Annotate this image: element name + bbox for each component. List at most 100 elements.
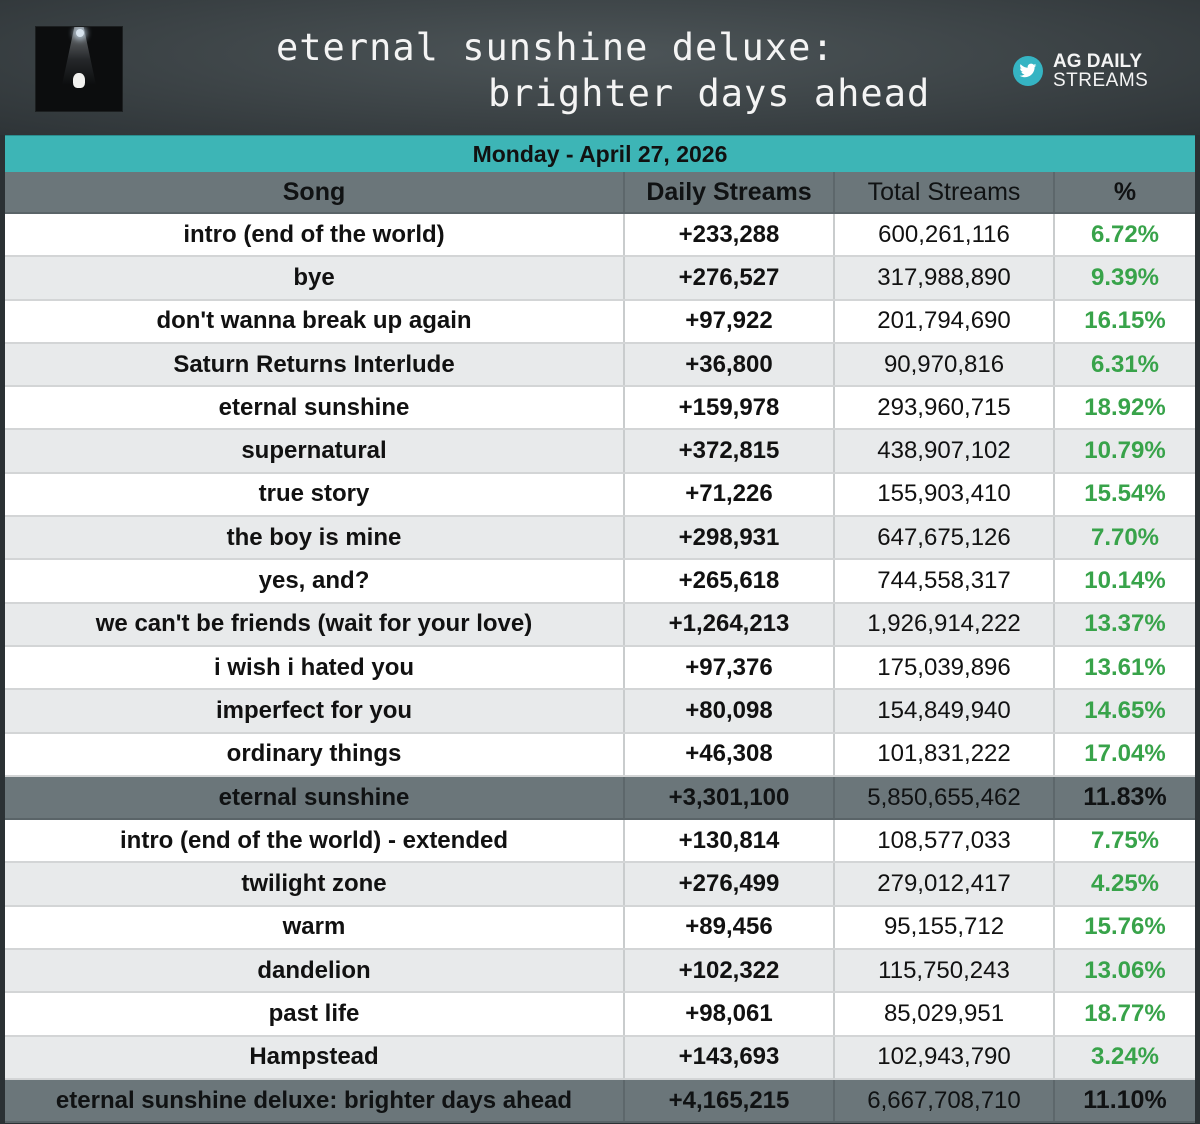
percent-cell: 9.39%: [1053, 257, 1195, 299]
song-cell: twilight zone: [241, 870, 387, 898]
date-bar: Monday - April 27, 2026: [5, 135, 1195, 172]
album-subtotal-row: eternal sunshine +3,301,100 5,850,655,46…: [5, 776, 1195, 821]
daily-streams-cell: +98,061: [623, 993, 833, 1035]
brand-line-1: AG DAILY: [1053, 51, 1143, 72]
total-streams-cell: 101,831,222: [833, 733, 1053, 775]
subtotal-percent: 11.83%: [1053, 776, 1195, 819]
streams-table: Song Daily Streams Total Streams % intro…: [5, 172, 1195, 1124]
daily-streams-cell: +97,922: [623, 300, 833, 342]
percent-cell: 4.25%: [1053, 863, 1195, 905]
figure-silhouette: [73, 73, 85, 88]
percent-cell: 18.92%: [1053, 387, 1195, 429]
total-streams-cell: 317,988,890: [833, 257, 1053, 299]
grand-total-row: eternal sunshine deluxe: brighter days a…: [5, 1079, 1195, 1124]
daily-streams-cell: +80,098: [623, 690, 833, 732]
table-row: i wish i hated you +97,376 175,039,896 13.6…: [5, 646, 1195, 691]
table-row: true story +71,226 155,903,410 15.54%: [5, 473, 1195, 518]
column-header-total-streams: Total Streams: [833, 172, 1053, 212]
daily-streams-cell: +276,527: [623, 257, 833, 299]
table-header-row: Song Daily Streams Total Streams %: [5, 172, 1195, 214]
grand-total-daily-streams: +4,165,215: [623, 1079, 833, 1122]
daily-streams-cell: +102,322: [623, 950, 833, 992]
total-streams-cell: 175,039,896: [833, 646, 1053, 689]
song-cell: ordinary things: [226, 740, 402, 768]
total-streams-cell: 90,970,816: [833, 343, 1053, 386]
grand-total-total-streams: 6,667,708,710: [833, 1079, 1053, 1122]
percent-cell: 7.70%: [1053, 517, 1195, 559]
table-row: Hampstead +143,693 102,943,790 3.24%: [5, 1036, 1195, 1080]
daily-streams-cell: +1,264,213: [623, 603, 833, 645]
daily-streams-cell: +97,376: [623, 646, 833, 689]
table-row: ordinary things +46,308 101,831,222 17.04%: [5, 733, 1195, 777]
subtotal-song: eternal sunshine: [218, 783, 410, 811]
percent-cell: 6.31%: [1053, 343, 1195, 386]
song-cell: bye: [293, 263, 335, 291]
daily-streams-cell: +159,978: [623, 387, 833, 429]
grand-total-percent: 11.10%: [1053, 1079, 1195, 1122]
table-row: the boy is mine +298,931 647,675,126 7.70%: [5, 517, 1195, 561]
percent-cell: 3.24%: [1053, 1036, 1195, 1078]
table-row: yes, and? +265,618 744,558,317 10.14%: [5, 560, 1195, 604]
song-cell: dandelion: [257, 956, 371, 984]
title-line-2: brighter days ahead: [488, 72, 931, 115]
total-streams-cell: 600,261,116: [833, 214, 1053, 256]
daily-streams-cell: +89,456: [623, 906, 833, 949]
daily-streams-cell: +372,815: [623, 430, 833, 472]
percent-cell: 13.61%: [1053, 646, 1195, 689]
percent-cell: 17.04%: [1053, 733, 1195, 775]
percent-cell: 13.06%: [1053, 950, 1195, 992]
percent-cell: 10.79%: [1053, 430, 1195, 472]
total-streams-cell: 108,577,033: [833, 820, 1053, 862]
table-row: past life +98,061 85,029,951 18.77%: [5, 993, 1195, 1037]
percent-cell: 16.15%: [1053, 300, 1195, 342]
twitter-bird-icon: [1013, 56, 1043, 86]
spotlight-glow: [76, 29, 84, 37]
title-line-1: eternal sunshine deluxe:: [276, 26, 835, 69]
percent-cell: 15.76%: [1053, 906, 1195, 949]
daily-streams-cell: +46,308: [623, 733, 833, 775]
percent-cell: 15.54%: [1053, 473, 1195, 516]
daily-streams-cell: +36,800: [623, 343, 833, 386]
subtotal-daily-streams: +3,301,100: [623, 776, 833, 819]
percent-cell: 7.75%: [1053, 820, 1195, 862]
total-streams-cell: 744,558,317: [833, 560, 1053, 602]
song-cell: eternal sunshine: [218, 393, 410, 421]
daily-streams-cell: +276,499: [623, 863, 833, 905]
total-streams-cell: 279,012,417: [833, 863, 1053, 905]
song-cell: i wish i hated you: [213, 653, 415, 681]
header-banner: eternal sunshine deluxe: brighter days a…: [0, 0, 1200, 135]
percent-cell: 6.72%: [1053, 214, 1195, 256]
daily-streams-cell: +265,618: [623, 560, 833, 602]
brand-name: AG DAILY STREAMS: [1053, 52, 1148, 90]
column-header-daily-streams: Daily Streams: [623, 172, 833, 212]
table-row: twilight zone +276,499 279,012,417 4.25%: [5, 863, 1195, 907]
total-streams-cell: 154,849,940: [833, 690, 1053, 732]
total-streams-cell: 1,926,914,222: [833, 603, 1053, 645]
song-cell: supernatural: [241, 437, 387, 465]
subtotal-total-streams: 5,850,655,462: [833, 776, 1053, 819]
total-streams-cell: 201,794,690: [833, 300, 1053, 342]
song-cell: Saturn Returns Interlude: [173, 350, 455, 378]
column-header-percent: %: [1053, 172, 1195, 212]
daily-streams-cell: +298,931: [623, 517, 833, 559]
song-cell: intro (end of the world): [183, 220, 445, 248]
table-row: dandelion +102,322 115,750,243 13.06%: [5, 950, 1195, 994]
total-streams-cell: 115,750,243: [833, 950, 1053, 992]
percent-cell: 10.14%: [1053, 560, 1195, 602]
song-cell: intro (end of the world) - extended: [120, 826, 508, 854]
total-streams-cell: 102,943,790: [833, 1036, 1053, 1078]
song-cell: don't wanna break up again: [156, 307, 472, 335]
table-row: intro (end of the world) +233,288 600,261,…: [5, 214, 1195, 258]
album-cover-image: [35, 26, 123, 112]
daily-streams-cell: +143,693: [623, 1036, 833, 1078]
table-row: intro (end of the world) - extended +130,…: [5, 820, 1195, 864]
brand-line-2: STREAMS: [1053, 70, 1149, 91]
total-streams-cell: 155,903,410: [833, 473, 1053, 516]
column-header-song: Song: [282, 177, 346, 206]
daily-streams-cell: +233,288: [623, 214, 833, 256]
table-row: don't wanna break up again +97,922 201,794…: [5, 300, 1195, 344]
song-cell: imperfect for you: [215, 696, 413, 724]
total-streams-cell: 438,907,102: [833, 430, 1053, 472]
table-row: we can't be friends (wait for your love)…: [5, 603, 1195, 647]
table-row: Saturn Returns Interlude +36,800 90,970,81…: [5, 343, 1195, 388]
